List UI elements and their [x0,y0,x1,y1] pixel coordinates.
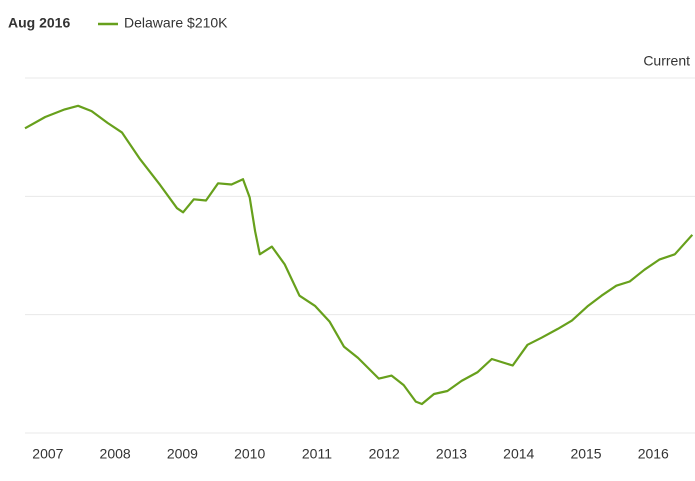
x-tick-label: 2011 [302,446,332,462]
legend-label: Delaware $210K [124,15,228,31]
x-tick-label: 2007 [32,446,63,462]
x-tick-label: 2012 [369,446,400,462]
x-tick-label: 2016 [638,446,669,462]
line-series [24,104,694,406]
x-tick-label: 2013 [436,446,467,462]
x-tick-label: 2010 [234,446,265,462]
annotation: Current [643,53,690,69]
chart-title: Aug 2016 [8,15,70,31]
x-tick-label: 2008 [100,446,131,462]
x-tick-label: 2009 [167,446,198,462]
x-tick-label: 2015 [570,446,601,462]
x-tick-label: 2014 [503,446,534,462]
